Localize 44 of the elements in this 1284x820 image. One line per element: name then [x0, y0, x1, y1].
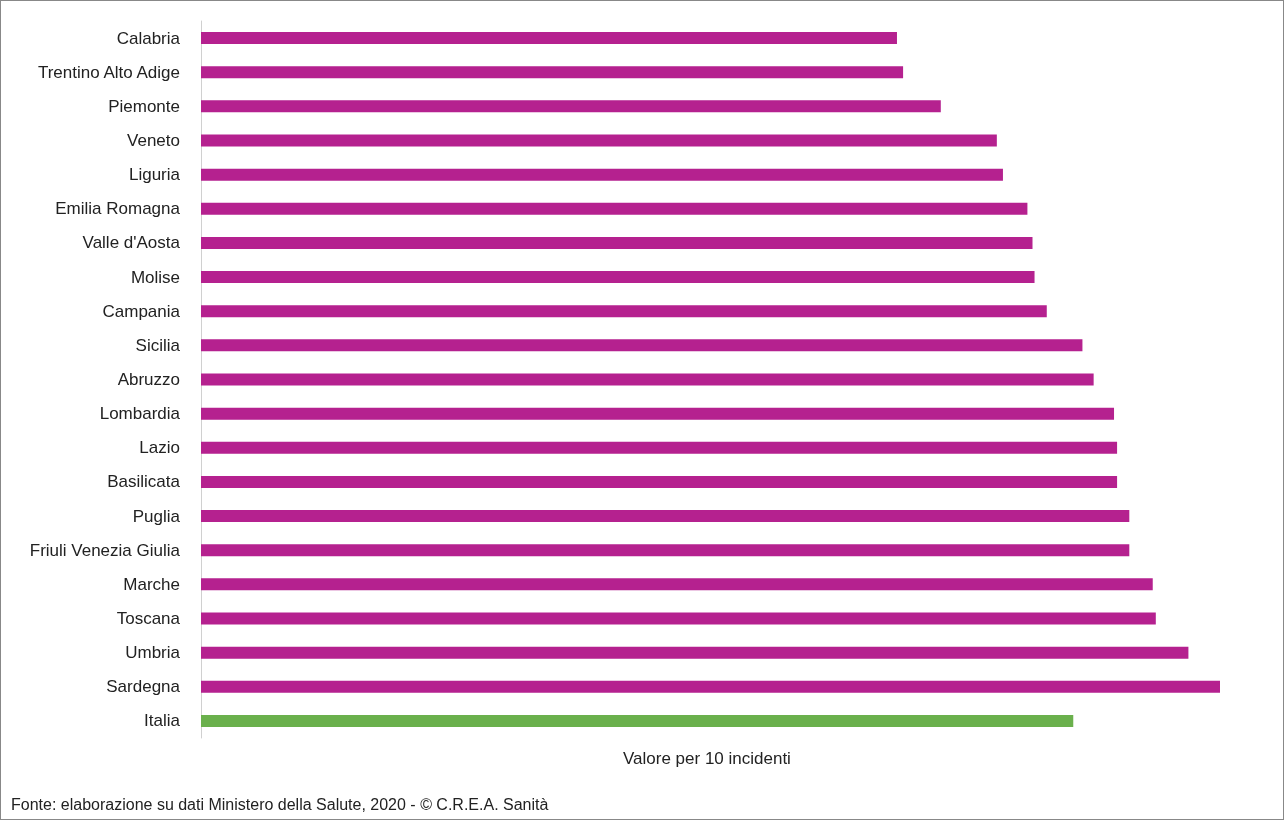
bar	[201, 373, 1094, 386]
y-tick-label: Puglia	[132, 506, 181, 526]
bar	[201, 441, 1118, 454]
bar	[201, 680, 1220, 693]
bar	[201, 236, 1033, 249]
y-tick-label: Veneto	[127, 131, 180, 150]
y-tick-label: Campania	[102, 301, 181, 321]
y-tick-label: Friuli Venezia Giulia	[29, 540, 181, 560]
y-tick-label: Umbria	[125, 643, 181, 663]
bar	[201, 407, 1115, 420]
bar	[201, 578, 1153, 591]
y-tick-label: Sardegna	[106, 677, 181, 697]
x-axis-title: Valore per 10 incidenti	[623, 749, 791, 768]
y-tick-label: Trentino Alto Adige	[37, 62, 180, 82]
y-tick-label: Italia	[144, 711, 181, 731]
y-tick-label: Molise	[130, 267, 180, 287]
bar	[201, 475, 1118, 488]
y-tick-label: Abruzzo	[117, 370, 180, 389]
bar	[201, 510, 1130, 523]
y-tick-label: Calabria	[116, 28, 181, 48]
y-tick-label: Sicilia	[135, 335, 181, 355]
y-tick-label: Emilia Romagna	[55, 199, 181, 219]
bar	[201, 271, 1035, 284]
bar	[201, 305, 1047, 318]
bar	[201, 714, 1074, 727]
y-tick-label: Lazio	[139, 438, 180, 458]
bar	[201, 339, 1083, 352]
bar	[201, 100, 941, 113]
bar	[201, 544, 1130, 557]
y-tick-label: Liguria	[128, 165, 181, 185]
y-tick-label: Marche	[123, 574, 180, 594]
bar	[201, 134, 997, 147]
bar	[201, 32, 897, 45]
bar	[201, 66, 904, 79]
bar	[201, 168, 1003, 181]
y-tick-label: Toscana	[116, 609, 181, 628]
y-tick-label: Basilicata	[107, 472, 181, 492]
bar	[201, 646, 1189, 659]
y-tick-label: Piemonte	[108, 96, 180, 116]
y-tick-label: Valle d'Aosta	[82, 233, 181, 253]
bar	[201, 202, 1028, 215]
y-tick-label: Lombardia	[99, 404, 181, 424]
bar	[201, 612, 1156, 625]
source-note: Fonte: elaborazione su dati Ministero della Salute, 2020 - © C.R.E.A. Sanità	[11, 795, 549, 813]
